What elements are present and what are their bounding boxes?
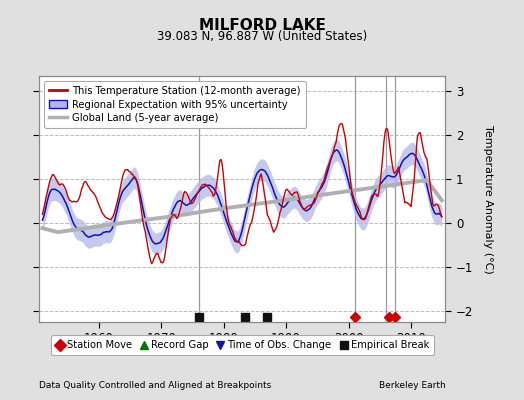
Legend: Station Move, Record Gap, Time of Obs. Change, Empirical Break: Station Move, Record Gap, Time of Obs. C… (51, 335, 434, 355)
Text: MILFORD LAKE: MILFORD LAKE (199, 18, 325, 33)
Text: Berkeley Earth: Berkeley Earth (379, 381, 445, 390)
Legend: This Temperature Station (12-month average), Regional Expectation with 95% uncer: This Temperature Station (12-month avera… (45, 81, 306, 128)
Y-axis label: Temperature Anomaly (°C): Temperature Anomaly (°C) (483, 125, 493, 273)
Text: Data Quality Controlled and Aligned at Breakpoints: Data Quality Controlled and Aligned at B… (39, 381, 271, 390)
Text: 39.083 N, 96.887 W (United States): 39.083 N, 96.887 W (United States) (157, 30, 367, 43)
